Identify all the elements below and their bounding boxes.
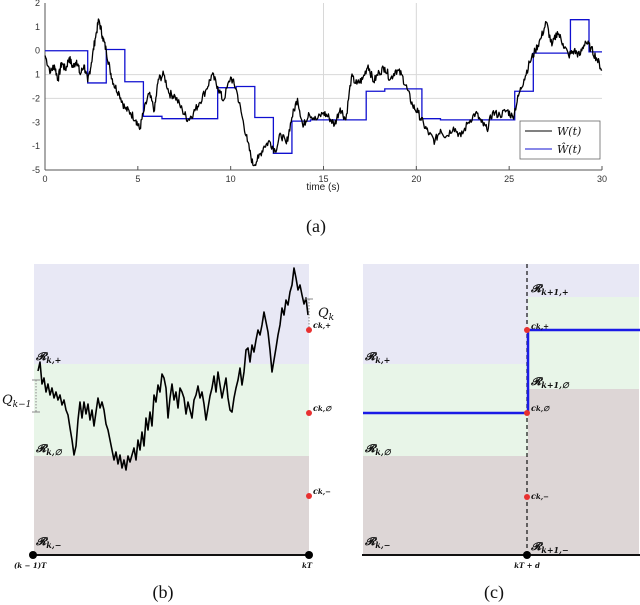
point-label-c-k-minus: ck,− [313,486,331,496]
x-tick-label: 10 [226,174,236,184]
region-k-empty [363,364,528,456]
q-k-minus-1-label: Qk−1 [2,393,31,410]
point-label-c-k-empty: ck,∅ [531,403,550,413]
legend-label-what: Ŵ(t) [557,142,581,156]
point-c-k-minus [524,494,530,500]
x-tick-label: 0 [42,174,47,184]
time-point-start [29,551,37,559]
region-k-minus [34,456,309,554]
region-k1-plus [528,264,639,297]
point-c-k-plus [306,327,312,333]
y-tick-label: -2 [32,93,40,103]
y-tick-label: 0 [35,46,40,56]
x-tick-label: 25 [504,174,514,184]
time-label-kt-plus-d: kT + d [514,561,540,570]
point-label-c-k-plus: ck,+ [313,320,331,330]
point-c-k-empty [524,410,530,416]
panel-c-quantization-transition-diagram: ck,+ ck,∅ ck,− 𝓡k,+ 𝓡k,∅ 𝓡k,− 𝓡k+1,+ 𝓡k+… [362,264,640,603]
estimate-step-line [45,19,602,154]
x-axis-label: time (s) [306,182,339,193]
point-label-c-k-empty: ck,∅ [313,403,332,413]
x-tick-label: 30 [597,174,607,184]
caption-a: (a) [306,216,326,237]
region-k1-empty [528,297,639,389]
caption-b: (b) [153,582,174,603]
estimate-step-line [363,328,640,415]
grid-lines [45,3,602,170]
point-c-k-empty [306,410,312,416]
brownian-path-line [37,267,309,471]
y-axis-ticks: 2 1 0 1 -2 -3 -1 -5 [32,0,40,175]
y-tick-label: -5 [32,165,40,175]
x-tick-label: 20 [411,174,421,184]
y-tick-label: 1 [35,22,40,32]
x-tick-label: 5 [135,174,140,184]
time-label-end: kT [302,561,313,570]
time-label-start: (k − 1)T [14,561,47,570]
time-point-kt-plus-d [523,551,531,559]
legend: W(t) Ŵ(t) [519,120,601,160]
y-tick-label: -1 [32,141,40,151]
y-tick-label: -3 [32,117,40,127]
x-tick-label: 15 [318,174,328,184]
caption-c: (c) [484,582,504,603]
point-label-c-k-minus: ck,− [531,491,549,501]
panel-b-quantization-diagram: Qk−1 Qk 𝓡k,+ 𝓡k,∅ 𝓡k,− ck,+ ck,∅ ck,− (k… [2,264,334,603]
region-k1-minus [528,389,639,554]
y-tick-label: 2 [35,0,40,8]
point-c-k-minus [306,493,312,499]
point-label-c-k-plus: ck,+ [531,321,549,331]
region-k-plus [34,264,309,364]
time-point-end [305,551,313,559]
point-c-k-plus [524,327,530,333]
q-k-label: Qk [318,306,334,323]
y-tick-label: 1 [35,70,40,80]
region-k-plus [363,264,528,364]
region-k-empty [34,364,309,456]
region-k-minus [363,456,528,554]
legend-box [519,120,601,160]
legend-label-w: W(t) [557,125,581,138]
brownian-path-line [44,18,603,167]
